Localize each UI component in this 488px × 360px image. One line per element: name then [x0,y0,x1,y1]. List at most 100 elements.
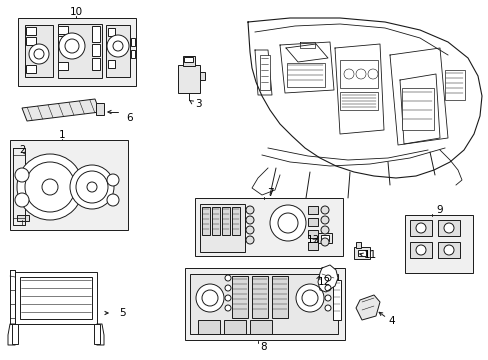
Bar [224,320,245,334]
Bar [339,60,377,88]
Bar [26,37,36,45]
Circle shape [269,205,305,241]
Circle shape [415,223,425,233]
Circle shape [224,305,230,311]
Bar [251,276,267,318]
Bar [353,247,369,259]
Bar [10,140,128,230]
Text: 3: 3 [194,99,201,109]
Circle shape [65,39,79,53]
Bar [108,60,115,68]
Bar [26,27,36,35]
Circle shape [325,295,330,301]
Bar [18,18,136,86]
Circle shape [325,285,330,291]
Bar [58,24,102,78]
Circle shape [29,44,49,64]
Bar [15,272,97,324]
Bar [58,26,68,34]
Polygon shape [355,295,379,320]
Text: 8: 8 [260,342,267,352]
Bar [260,55,269,90]
Bar [26,65,36,73]
Bar [106,25,130,77]
Bar [332,280,340,320]
Bar [401,88,433,130]
Bar [195,198,342,256]
Circle shape [302,290,317,306]
Circle shape [76,171,108,203]
Circle shape [224,295,230,301]
Bar [437,220,459,236]
Bar [94,324,100,344]
Text: 2: 2 [19,145,25,155]
Polygon shape [317,265,337,292]
Circle shape [355,69,365,79]
Circle shape [202,290,218,306]
Circle shape [42,179,58,195]
Circle shape [59,33,85,59]
Circle shape [325,275,330,281]
Text: 6: 6 [126,113,133,123]
Bar [404,215,472,273]
Bar [92,26,100,42]
Bar [183,57,193,62]
Bar [96,103,104,115]
Bar [200,204,244,252]
Circle shape [245,236,253,244]
Circle shape [17,154,83,220]
Circle shape [367,69,377,79]
Bar [317,233,331,243]
Circle shape [34,49,44,59]
Bar [444,70,464,100]
Circle shape [245,206,253,214]
Bar [339,92,377,110]
Circle shape [224,275,230,281]
Bar [198,320,220,334]
Bar [92,44,100,56]
Bar [409,242,431,258]
Bar [108,28,115,36]
Bar [212,207,220,235]
Circle shape [70,165,114,209]
Bar [307,218,317,226]
Bar [184,268,345,340]
Bar [202,207,209,235]
Bar [178,65,200,93]
Bar [271,276,287,318]
Circle shape [196,284,224,312]
Circle shape [325,305,330,311]
Circle shape [443,223,453,233]
Bar [92,58,100,70]
Circle shape [245,216,253,224]
Polygon shape [18,143,120,228]
Circle shape [343,69,353,79]
Bar [231,276,247,318]
Text: 5: 5 [119,308,125,318]
Circle shape [278,213,297,233]
Text: 10: 10 [69,7,82,17]
Bar [183,56,195,66]
Bar [409,220,431,236]
Circle shape [320,226,328,234]
Bar [307,230,317,238]
Bar [131,50,135,58]
Circle shape [15,168,29,182]
Polygon shape [22,99,100,121]
Circle shape [107,174,119,186]
Bar [12,324,18,344]
Circle shape [415,245,425,255]
Circle shape [245,226,253,234]
Bar [437,242,459,258]
Bar [131,38,135,46]
Text: 9: 9 [436,205,443,215]
Text: 12: 12 [317,277,330,287]
Bar [20,277,92,319]
Bar [320,235,328,241]
Bar [58,62,68,70]
Bar [249,320,271,334]
Circle shape [113,41,123,51]
Bar [307,242,317,250]
Bar [307,206,317,214]
Bar [357,250,365,256]
